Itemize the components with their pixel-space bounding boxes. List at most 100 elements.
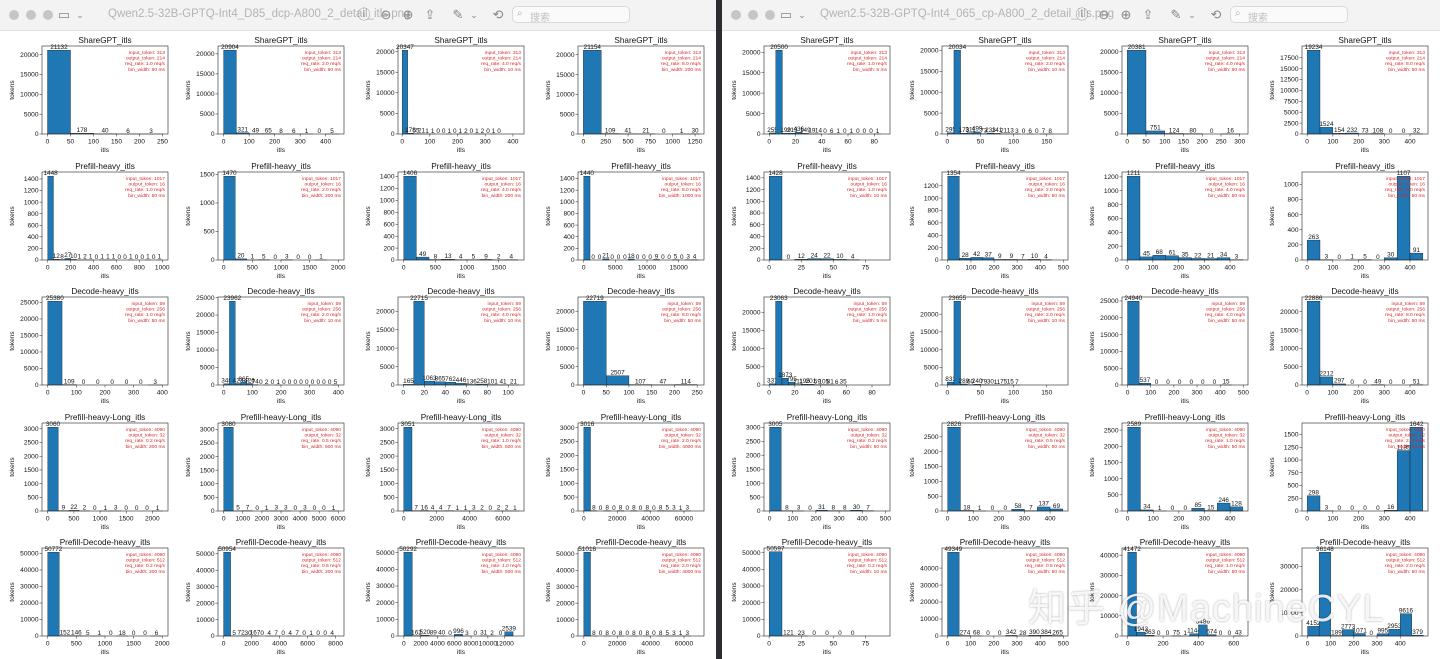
x-tick-label: 100 (623, 390, 634, 397)
bar-value-label: 21 (602, 252, 610, 259)
histogram-subplot: 3060 9 22 2 0 1 3 0 0 0 1 0 500 1000 1500 2000 2500 3000 0… (0, 408, 178, 533)
rotate-icon[interactable]: ⟲ (492, 7, 504, 22)
bar-value-label: 8 (632, 504, 636, 511)
annotation-line: output_token: 32 (485, 432, 522, 438)
chevron-down-icon[interactable]: ⌄ (1188, 10, 1196, 20)
search-placeholder: 搜索 (1248, 13, 1268, 24)
bar-value-label: 6 (126, 128, 130, 135)
info-icon[interactable]: ⓘ (1075, 7, 1089, 22)
x-tick-label: 0 (1305, 139, 1309, 146)
sidebar-toggle-icon[interactable]: ▭ (779, 7, 793, 22)
zoom-button[interactable] (43, 10, 53, 20)
markup-icon[interactable]: ✎ (1170, 7, 1182, 22)
annotation-line: input_token: 4090 (1026, 427, 1065, 433)
axes-frame (397, 171, 525, 260)
bar-value-label: 2 (490, 630, 494, 637)
share-icon[interactable]: ⇪ (424, 7, 436, 22)
bar-value-label: 1 (265, 504, 269, 511)
bar-value-label: 9 (484, 253, 488, 260)
zoom-out-icon[interactable]: ⊖ (1098, 7, 1110, 22)
bar-value-label: 423 (233, 377, 244, 384)
histogram-subplot: 3005 8 3 0 31 8 8 30 7 0 500 1000 1500 2000 2500 3000 0 1… (722, 408, 900, 533)
chevron-down-icon[interactable]: ⌄ (470, 10, 478, 20)
y-tick-label: 800 (1287, 196, 1298, 203)
x-tick-label: 400 (1224, 264, 1235, 271)
zoom-in-icon[interactable]: ⊕ (402, 7, 414, 22)
axes-frame (1121, 422, 1249, 511)
bar-value-label: 0 (1210, 128, 1214, 135)
window-title: Qwen2.5-32B-GPTQ-Int4_065_cp-A800_2_deta… (820, 8, 1115, 20)
x-tick-label: 50 (977, 390, 985, 397)
bar-value-label: 5 (334, 379, 338, 386)
annotation-line: input_token: 4090 (482, 552, 521, 558)
bar-value-label: 1354 (946, 169, 961, 176)
bar-value-label: 13 (1007, 128, 1015, 135)
x-tick-label: 100 (88, 139, 99, 146)
info-icon[interactable]: ⓘ (357, 7, 371, 22)
chart-title: Decode-heavy_itls (1151, 287, 1218, 296)
bar-value-label: 674 (1206, 628, 1217, 635)
bar-value-label: 426 (244, 377, 255, 384)
zoom-out-icon[interactable]: ⊖ (380, 7, 392, 22)
histogram-bar (1319, 376, 1334, 386)
chevron-down-icon[interactable]: ⌄ (798, 10, 806, 20)
share-icon[interactable]: ⇪ (1142, 7, 1154, 22)
y-tick-label: 800 (749, 210, 760, 217)
annotation-line: bin_width: 50 ms (1388, 67, 1425, 73)
annotation-line: bin_width: 4000 ms (659, 443, 702, 449)
rotate-icon[interactable]: ⟲ (1210, 7, 1222, 22)
chart-title: Prefill-Decode-heavy_itls (596, 538, 687, 547)
histogram-subplot: 50772 152 146 5 1 0 18 0 0 6 0 10000 20000 30000 40000… (0, 533, 178, 658)
annotation-line: bin_width: 500 ms (482, 443, 522, 449)
annotation-line: req_rate: 2.0 req/s (301, 187, 342, 193)
y-tick-label: 15000 (556, 327, 575, 334)
y-tick-label: 20000 (742, 49, 761, 56)
histogram-bar (1319, 127, 1334, 135)
close-button[interactable] (731, 10, 741, 20)
x-tick-label: 60 (463, 390, 471, 397)
search-field[interactable]: ⌕ 搜索 (1230, 6, 1348, 24)
sidebar-toggle-icon[interactable]: ▭ (57, 7, 71, 22)
bar-value-label: 0 (259, 379, 263, 386)
annotation-line: req_rate: 4.0 req/s (481, 312, 522, 318)
markup-icon[interactable]: ✎ (452, 7, 464, 22)
bar-value-label: 30 (692, 128, 700, 135)
bar-value-label: 3080 (221, 420, 236, 427)
y-axis-label: tokens (731, 80, 738, 100)
bar-value-label: 8 (605, 630, 609, 637)
bar-value-label: 1 (103, 504, 107, 511)
annotation-line: output_token: 512 (482, 558, 521, 564)
bar-value-label: 1 (492, 128, 496, 135)
y-tick-label: 15000 (20, 72, 39, 79)
bar-value-label: 114 (681, 378, 692, 385)
annotation-line: req_rate: 0.5 req/s (1025, 563, 1066, 569)
bar-value-label: 30 (987, 379, 995, 386)
y-tick-label: 1200 (746, 186, 761, 193)
bar-value-label: 0 (294, 504, 298, 511)
x-tick-label: 400 (320, 139, 331, 146)
x-tick-label: 400 (1404, 390, 1415, 397)
search-field[interactable]: ⌕ 搜索 (512, 6, 630, 24)
annotation-line: bin_width: 10 ms (850, 569, 887, 575)
minimize-button[interactable] (748, 10, 758, 20)
annotation-line: bin_width: 50 ms (850, 443, 887, 449)
bar-value-label: 233 (985, 127, 996, 134)
x-tick-label: 300 (1199, 264, 1210, 271)
bar-value-label: 32 (1413, 128, 1421, 135)
bar-value-label: 30 (1387, 251, 1395, 258)
zoom-button[interactable] (765, 10, 775, 20)
x-tick-label: 1000 (98, 641, 113, 648)
y-tick-label: 750 (1287, 469, 1298, 476)
y-axis-label: tokens (731, 331, 738, 351)
chevron-down-icon[interactable]: ⌄ (76, 10, 84, 20)
bar-value-label: 2 (497, 253, 501, 260)
y-tick-label: 20000 (376, 49, 395, 56)
zoom-in-icon[interactable]: ⊕ (1120, 7, 1132, 22)
minimize-button[interactable] (26, 10, 36, 20)
close-button[interactable] (9, 10, 19, 20)
bar-value-label: 15 (1207, 504, 1215, 511)
x-tick-label: 6000 (495, 515, 510, 522)
bar-value-label: 173 (959, 127, 970, 134)
